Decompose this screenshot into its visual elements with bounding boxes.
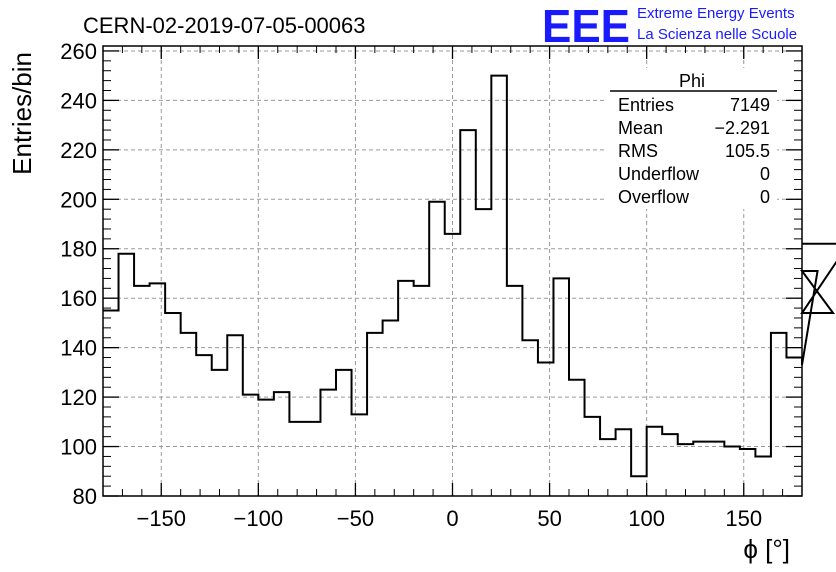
stats-box: Phi Entries 7149 Mean −2.291 RMS 105.5 Underfl… xyxy=(607,68,777,209)
eee-logo-line2: La Scienza nelle Scuole xyxy=(637,26,797,43)
y-tick-label: 180 xyxy=(60,237,97,262)
stats-row-value: 105.5 xyxy=(725,141,770,161)
stats-row-label: Underflow xyxy=(618,164,700,184)
stats-row-value: 0 xyxy=(760,187,770,207)
stats-name: Phi xyxy=(679,71,705,91)
eee-logo: EEE Extreme Energy Events La Scienza nel… xyxy=(542,0,797,52)
stats-row-value: 7149 xyxy=(730,95,770,115)
y-tick-label: 240 xyxy=(60,88,97,113)
y-tick-label: 160 xyxy=(60,286,97,311)
stats-row-label: RMS xyxy=(618,141,658,161)
x-tick-label: −50 xyxy=(337,506,374,531)
x-tick-label: −150 xyxy=(136,506,186,531)
stats-row-label: Mean xyxy=(618,118,663,138)
histogram-line xyxy=(103,74,836,478)
x-tick-label: 0 xyxy=(446,506,458,531)
eee-logo-text: EEE xyxy=(542,0,630,52)
y-tick-label: 200 xyxy=(60,187,97,212)
x-tick-label: 50 xyxy=(537,506,561,531)
stats-row-label: Overflow xyxy=(618,187,690,207)
y-tick-label: 220 xyxy=(60,138,97,163)
y-tick-labels: 80 100 120 140 160 180 200 220 240 260 xyxy=(60,39,97,509)
y-axis-title: Entries/bin xyxy=(7,52,37,175)
x-tick-label: −100 xyxy=(234,506,284,531)
x-tick-label: 100 xyxy=(628,506,665,531)
x-tick-label: 150 xyxy=(725,506,762,531)
y-tick-label: 100 xyxy=(60,435,97,460)
stats-row-label: Entries xyxy=(618,95,674,115)
chart-title: CERN-02-2019-07-05-00063 xyxy=(83,13,366,38)
y-tick-label: 260 xyxy=(60,39,97,64)
x-axis-title: ϕ [°] xyxy=(743,534,790,564)
eee-logo-line1: Extreme Energy Events xyxy=(637,5,795,22)
stats-rows: Entries 7149 Mean −2.291 RMS 105.5 Underflow 0 O… xyxy=(618,95,770,207)
stats-row-value: 0 xyxy=(760,164,770,184)
stats-row-value: −2.291 xyxy=(714,118,770,138)
y-tick-label: 140 xyxy=(60,336,97,361)
y-tick-label: 80 xyxy=(73,484,97,509)
x-tick-labels: −150 −100 −50 0 50 100 150 xyxy=(136,506,762,531)
y-tick-label: 120 xyxy=(60,385,97,410)
axis-ticks xyxy=(102,46,803,497)
